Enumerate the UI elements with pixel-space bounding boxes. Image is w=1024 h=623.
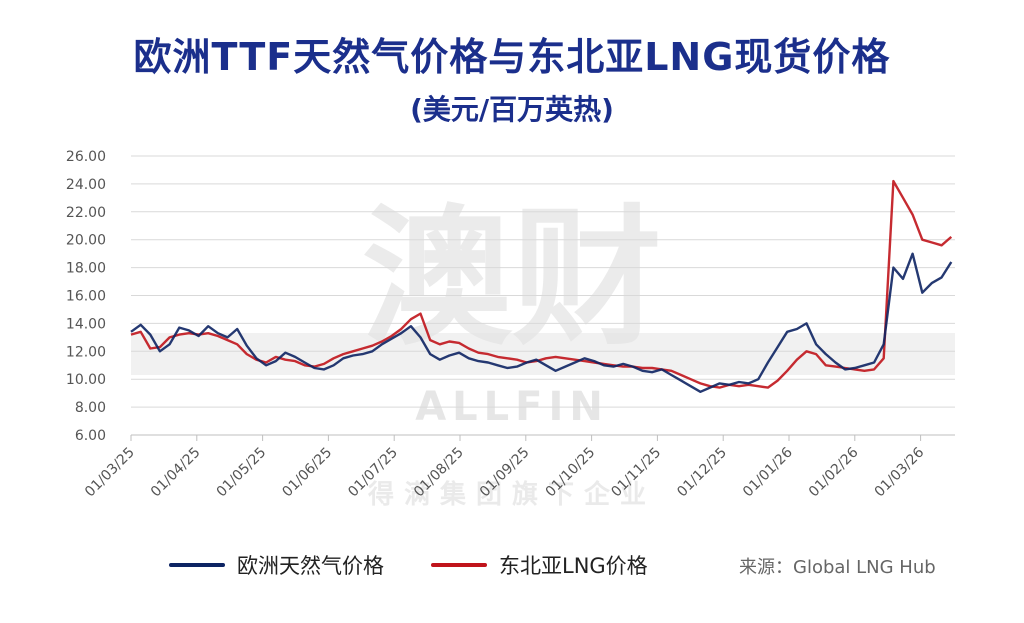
y-tick-labels: 6.00 8.00 10.00 12.00 14.00 16.00 18.00 20.00 22… [66,149,106,444]
source-note: 来源：Global LNG Hub [739,557,936,578]
watermark-tagline: 得满集团旗下企业 [367,479,656,510]
x-tick-label: 01/03/26 [872,444,928,500]
x-tick-label: 01/06/25 [279,445,335,501]
chart-subtitle: (美元/百万英热) [410,93,614,126]
x-tick-label: 01/04/25 [148,445,204,501]
y-tick-label: 22.00 [66,205,106,221]
y-tick-label: 20.00 [66,233,106,249]
x-tick-label: 01/01/26 [740,444,796,500]
y-tick-label: 26.00 [66,149,106,165]
y-tick-label: 12.00 [66,344,106,360]
y-tick-label: 14.00 [66,316,106,332]
legend-item-ttf: 欧洲天然气价格 [169,550,384,580]
legend-label-ttf: 欧洲天然气价格 [237,554,384,578]
y-tick-label: 8.00 [75,400,106,416]
series-lines [130,179,953,393]
y-tick-label: 24.00 [66,177,106,193]
x-tick-label: 01/02/26 [806,444,862,500]
grid-lines [130,155,955,441]
y-tick-label: 6.00 [75,428,106,444]
legend-swatch-lng [431,563,487,567]
chart-title: 欧洲TTF天然气价格与东北亚LNG现货价格 [133,35,891,79]
legend-item-lng: 东北亚LNG价格 [431,550,648,580]
legend-swatch-ttf [169,563,225,567]
x-tick-label: 01/05/25 [214,445,270,501]
series-line-lng [130,179,953,389]
series-line-ttf [130,252,953,393]
y-tick-label: 10.00 [66,372,106,388]
x-tick-label: 01/03/25 [82,445,138,501]
watermark-logo: 澳财 [362,192,662,366]
legend-label-lng: 东北亚LNG价格 [499,554,648,578]
y-tick-label: 16.00 [66,289,106,305]
watermark-band [131,333,955,375]
y-tick-label: 18.00 [66,261,106,277]
x-tick-label: 01/12/25 [674,445,730,501]
